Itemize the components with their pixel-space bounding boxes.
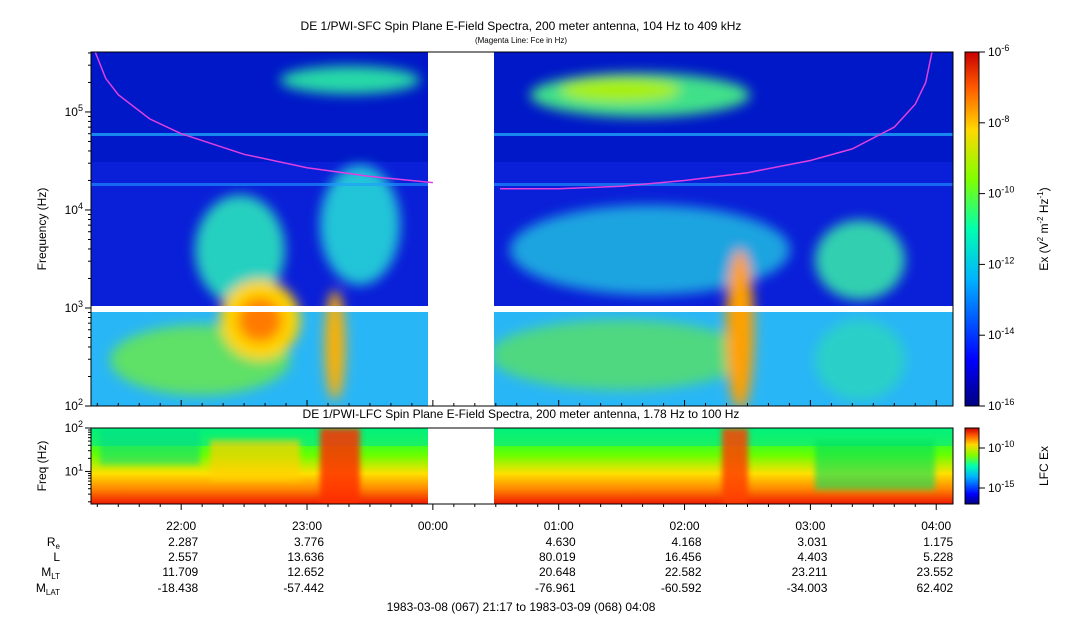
sfc-ytick-label: 103 bbox=[65, 299, 83, 315]
lfc-frame bbox=[90, 427, 954, 505]
sfc-colorbar-label: Ex (V2 m-2 Hz-1) bbox=[1036, 187, 1051, 270]
sfc-colorbar-tick-label: 10-12 bbox=[988, 255, 1014, 271]
axis-ticks: 102 103 104 105 101 102 10-6 10-8 10-10 10-12 10-1… bbox=[65, 43, 1015, 533]
sfc-ytick-label: 105 bbox=[65, 103, 83, 119]
time-tick-label: 00:00 bbox=[418, 519, 448, 533]
ephemeris-value: 5.228 bbox=[923, 550, 953, 564]
ephemeris-value: 1.175 bbox=[923, 535, 953, 549]
ephemeris-value: 12.652 bbox=[287, 565, 324, 579]
ephemeris-value: 4.630 bbox=[546, 535, 576, 549]
sfc-colorbar-tick-label: 10-6 bbox=[988, 43, 1009, 59]
sfc-title: DE 1/PWI-SFC Spin Plane E-Field Spectra,… bbox=[301, 19, 742, 33]
lfc-ytick-label: 101 bbox=[65, 462, 83, 478]
lfc-ylabel: Freq (Hz) bbox=[35, 441, 49, 492]
time-tick-label: 02:00 bbox=[670, 519, 700, 533]
ephemeris-value: 11.709 bbox=[162, 565, 198, 579]
ephemeris-value: 2.557 bbox=[168, 550, 198, 564]
ephemeris-value: -57.442 bbox=[283, 581, 324, 595]
lfc-ytick-label: 102 bbox=[65, 419, 83, 435]
ephemeris-value: 62.402 bbox=[917, 581, 954, 595]
ephemeris-value: 4.168 bbox=[672, 535, 702, 549]
sfc-colorbar bbox=[964, 51, 980, 407]
ephemeris-value: -34.003 bbox=[787, 581, 828, 595]
ephemeris-value: 23.552 bbox=[917, 565, 954, 579]
time-tick-label: 04:00 bbox=[921, 519, 951, 533]
sfc-frame bbox=[90, 51, 954, 407]
ephemeris-value: 16.456 bbox=[665, 550, 702, 564]
lfc-heatmap bbox=[91, 428, 953, 504]
ephemeris-value: 13.636 bbox=[287, 550, 324, 564]
sfc-colorbar-tick-label: 10-16 bbox=[988, 397, 1014, 413]
sfc-heatmap bbox=[91, 52, 953, 406]
ephemeris-row-label: MLT bbox=[41, 565, 60, 581]
ephemeris-value: 23.211 bbox=[792, 565, 828, 579]
fce-line bbox=[94, 52, 933, 190]
sfc-ytick-label: 102 bbox=[65, 397, 83, 413]
sfc-ytick-label: 104 bbox=[65, 201, 83, 217]
sfc-colorbar-tick-label: 10-10 bbox=[988, 185, 1014, 201]
lfc-colorbar-tick-label: 10-10 bbox=[988, 439, 1014, 455]
time-tick-label: 22:00 bbox=[166, 519, 196, 533]
ephemeris-value: 22.582 bbox=[665, 565, 702, 579]
ephemeris-value: 3.031 bbox=[797, 535, 827, 549]
ephemeris-value: -18.438 bbox=[157, 581, 198, 595]
ephemeris-value: -76.961 bbox=[535, 581, 576, 595]
time-tick-label: 01:00 bbox=[544, 519, 574, 533]
ephemeris-row-label: MLAT bbox=[36, 581, 60, 597]
sfc-subtitle: (Magenta Line: Fce in Hz) bbox=[475, 36, 567, 45]
lfc-colorbar-label: LFC Ex bbox=[1037, 446, 1051, 486]
ephemeris-value: 4.403 bbox=[797, 550, 827, 564]
time-tick-label: 23:00 bbox=[292, 519, 322, 533]
lfc-colorbar-tick-label: 10-15 bbox=[988, 479, 1014, 495]
ephemeris-row-label: Re bbox=[47, 535, 61, 551]
time-range-footer: 1983-03-08 (067) 21:17 to 1983-03-09 (06… bbox=[387, 600, 656, 614]
ephemeris-value: 3.776 bbox=[294, 535, 324, 549]
time-tick-label: 03:00 bbox=[795, 519, 825, 533]
lfc-title: DE 1/PWI-LFC Spin Plane E-Field Spectra,… bbox=[303, 407, 740, 421]
sfc-colorbar-tick-label: 10-14 bbox=[988, 326, 1014, 342]
ephemeris-value: 2.287 bbox=[168, 535, 198, 549]
sfc-colorbar-tick-label: 10-8 bbox=[988, 114, 1009, 130]
ephemeris-value: 80.019 bbox=[539, 550, 576, 564]
ephemeris-value: -60.592 bbox=[661, 581, 702, 595]
ephemeris-value: 20.648 bbox=[539, 565, 576, 579]
ephemeris-row-label: L bbox=[53, 550, 60, 564]
sfc-ylabel: Frequency (Hz) bbox=[35, 188, 49, 271]
lfc-colorbar bbox=[964, 427, 980, 505]
